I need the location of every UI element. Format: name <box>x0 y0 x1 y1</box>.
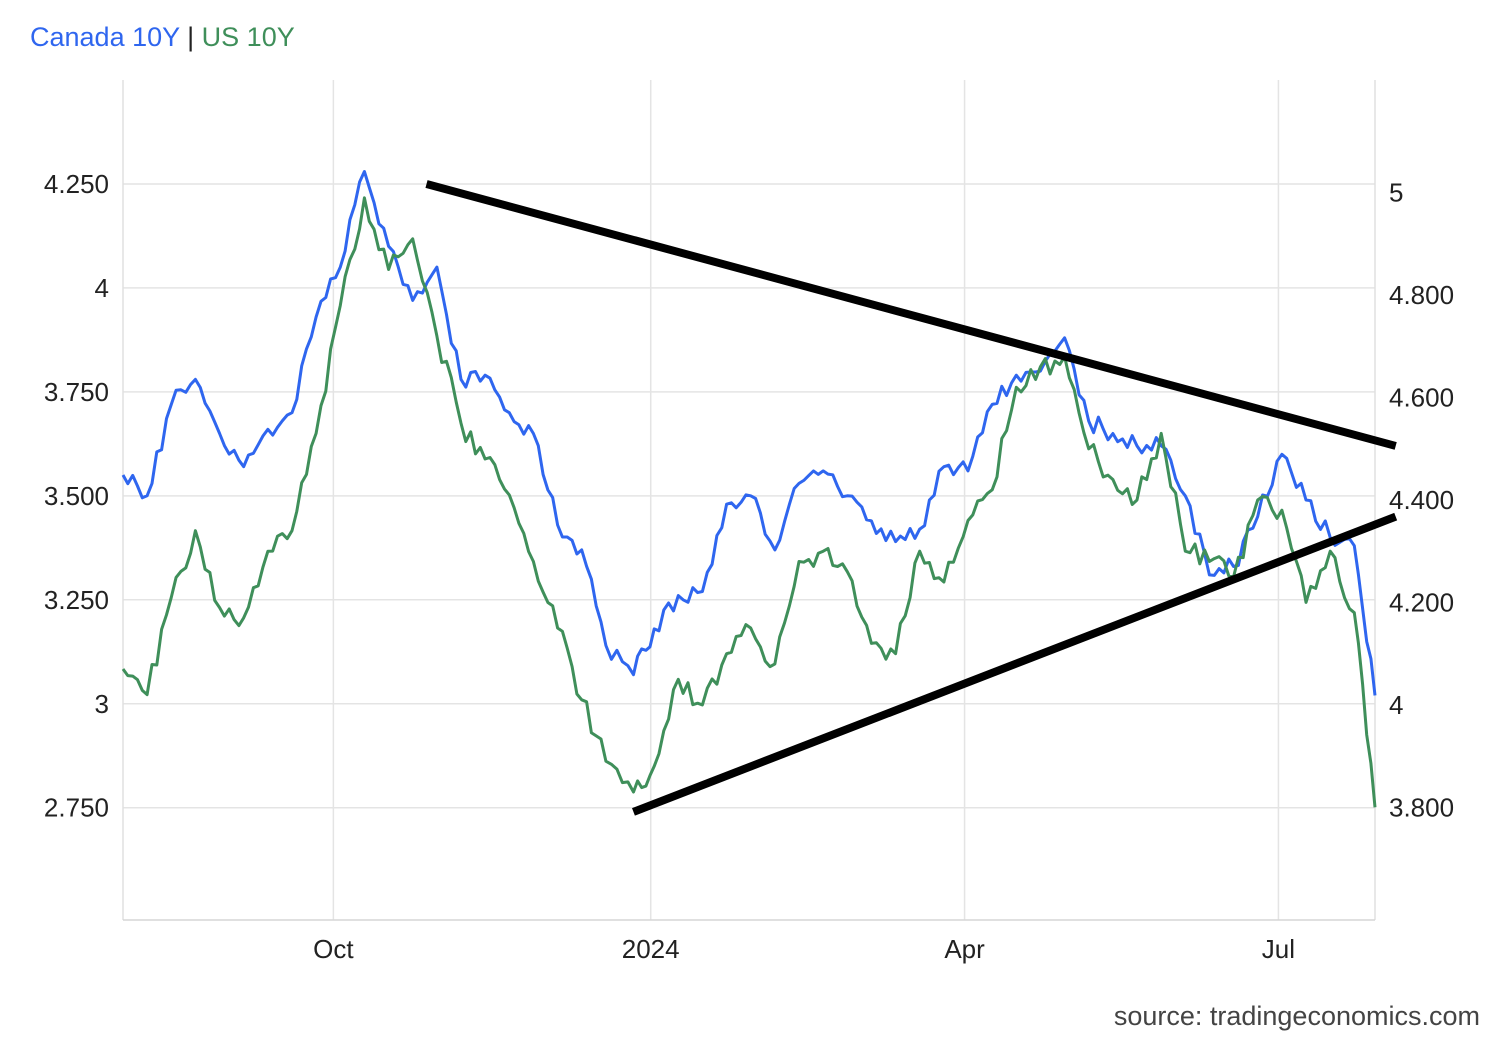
series-us-10y-line <box>121 196 1377 808</box>
x-tick-label: Oct <box>313 934 354 964</box>
legend-canada-10y[interactable]: Canada 10Y <box>30 22 180 52</box>
x-tick-label: Jul <box>1262 934 1295 964</box>
left-tick-label: 3.250 <box>44 585 109 615</box>
left-tick-label: 3 <box>95 689 109 719</box>
right-tick-label: 4 <box>1389 690 1403 720</box>
chart-legend: Canada 10Y | US 10Y <box>30 22 295 53</box>
left-tick-label: 3.750 <box>44 377 109 407</box>
legend-us-10y[interactable]: US 10Y <box>201 22 295 52</box>
x-tick-label: 2024 <box>622 934 680 964</box>
right-tick-label: 5 <box>1389 178 1403 208</box>
right-tick-label: 3.800 <box>1389 792 1454 822</box>
series-canada-10y-line <box>121 170 1377 696</box>
right-tick-label: 4.800 <box>1389 280 1454 310</box>
left-tick-label: 4.250 <box>44 169 109 199</box>
trendline-lower <box>632 512 1398 816</box>
source-attribution: source: tradingeconomics.com <box>1113 1001 1480 1031</box>
trendline-upper <box>425 180 1397 450</box>
right-tick-label: 4.600 <box>1389 383 1454 413</box>
left-tick-label: 3.500 <box>44 481 109 511</box>
x-tick-label: Apr <box>944 934 985 964</box>
right-tick-label: 4.200 <box>1389 587 1454 617</box>
left-tick-label: 2.750 <box>44 793 109 823</box>
right-tick-label: 4.400 <box>1389 485 1454 515</box>
left-tick-label: 4 <box>95 273 109 303</box>
legend-separator: | <box>179 22 202 52</box>
